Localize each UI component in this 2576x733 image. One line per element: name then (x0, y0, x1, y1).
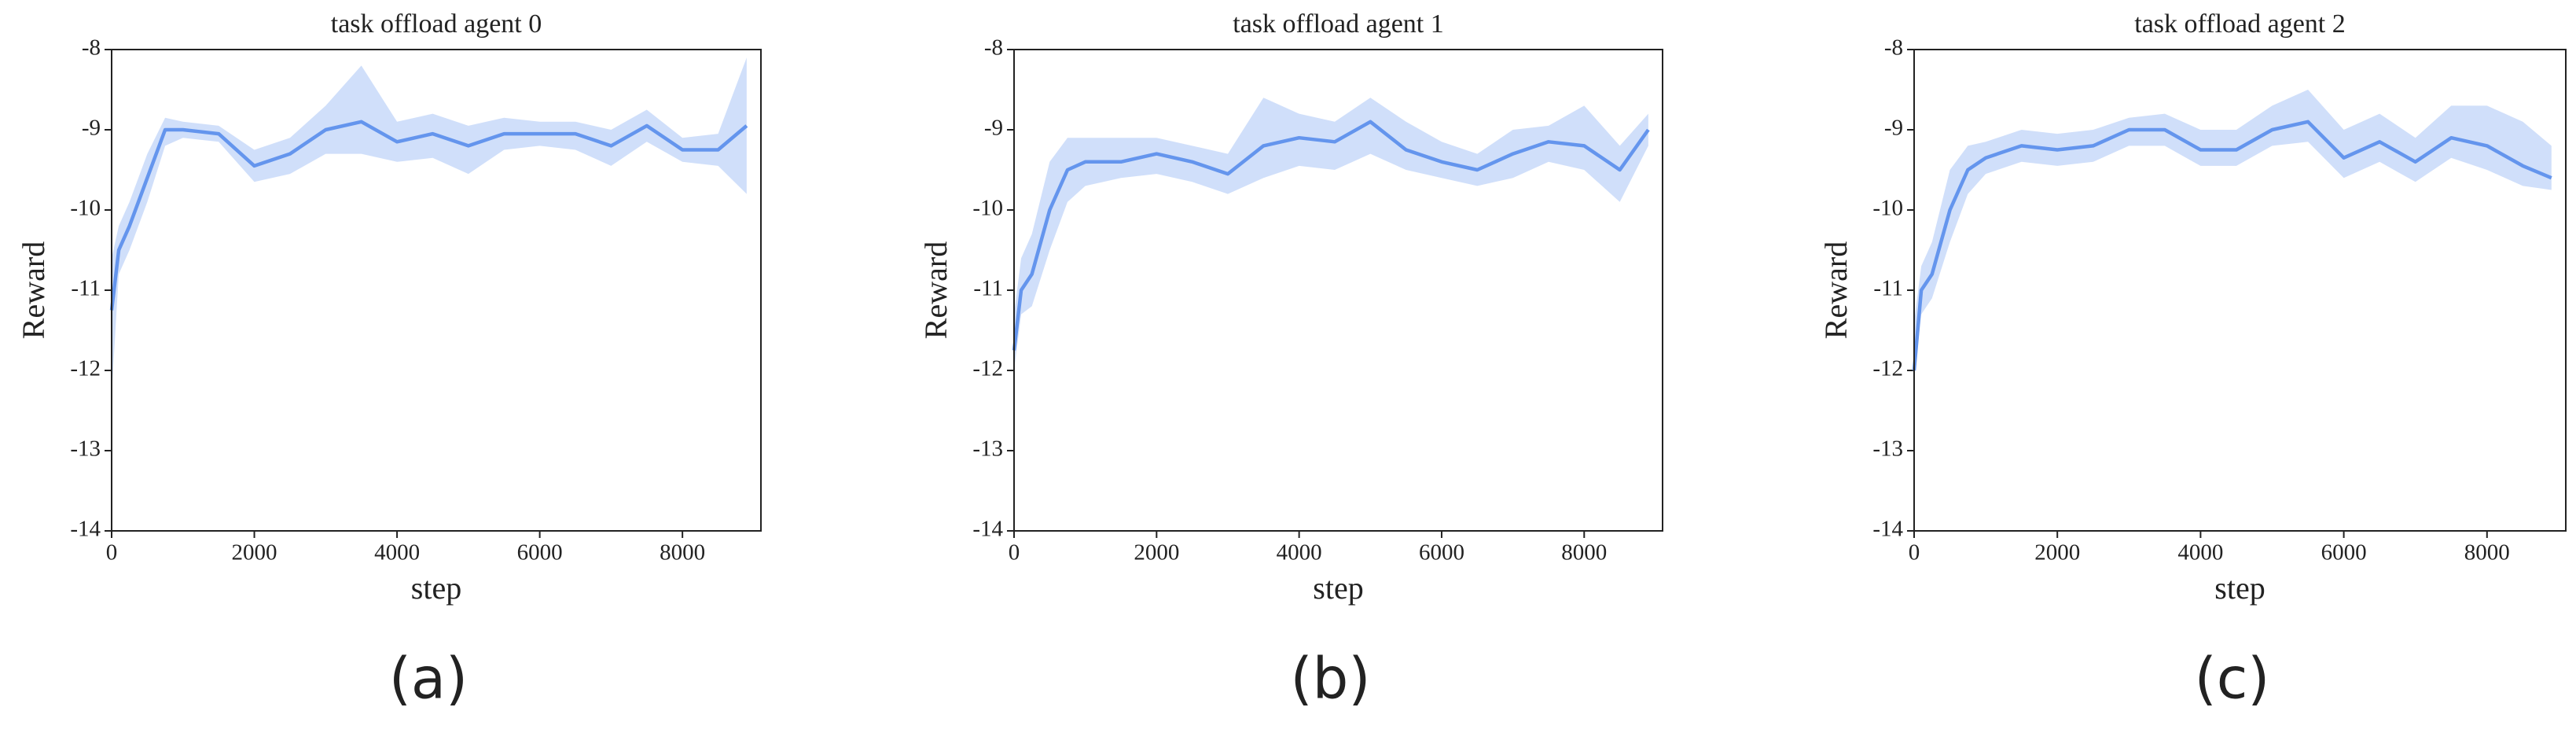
y-tick-label: -11 (1873, 276, 1903, 301)
x-tick-label: 0 (1909, 540, 1920, 565)
y-tick-label: -11 (973, 276, 1003, 301)
x-tick-label: 0 (106, 540, 118, 565)
plot-frame (111, 49, 762, 532)
panel-caption: (c) (2195, 646, 2270, 712)
y-tick-label: -12 (972, 356, 1003, 381)
y-tick-label: -9 (984, 116, 1003, 141)
panel-caption: (b) (1291, 646, 1371, 712)
y-tick-label: -9 (1884, 116, 1903, 141)
x-tick-label: 2000 (232, 540, 277, 565)
y-tick-label: -13 (1872, 436, 1903, 462)
x-tick-label: 4000 (1277, 540, 1322, 565)
y-tick-label: -13 (70, 436, 101, 462)
x-tick-label: 8000 (2464, 540, 2510, 565)
y-tick-label: -8 (82, 35, 101, 61)
line (1012, 120, 1650, 351)
line (1912, 120, 2552, 371)
y-tick-label: -14 (972, 517, 1003, 542)
plot-frame (1013, 49, 1663, 532)
panel-caption: (a) (389, 646, 468, 712)
x-tick-label: 0 (1009, 540, 1020, 565)
x-axis-label: step (2214, 570, 2265, 606)
x-tick-label: 6000 (517, 540, 563, 565)
plot-frame (1913, 49, 2567, 532)
chart-title: task offload agent 0 (331, 9, 542, 39)
y-tick-label: -10 (972, 196, 1003, 221)
x-tick-label: 2000 (2034, 540, 2080, 565)
y-tick-label: -13 (972, 436, 1003, 462)
x-tick-label: 6000 (1419, 540, 1464, 565)
x-tick-label: 4000 (2177, 540, 2223, 565)
y-tick-label: -10 (1872, 196, 1903, 221)
x-tick-label: 4000 (374, 540, 420, 565)
y-tick-label: -14 (1872, 517, 1903, 542)
y-tick-label: -8 (984, 35, 1003, 61)
x-tick-label: 8000 (660, 540, 705, 565)
x-tick-label: 6000 (2321, 540, 2367, 565)
x-tick-label: 8000 (1561, 540, 1607, 565)
y-tick-label: -11 (71, 276, 101, 301)
chart-title: task offload agent 2 (2134, 9, 2345, 39)
y-axis-label: Reward (918, 241, 954, 339)
line (109, 120, 748, 311)
y-tick-label: -10 (70, 196, 101, 221)
y-tick-label: -12 (70, 356, 101, 381)
y-tick-label: -9 (82, 116, 101, 141)
chart-title: task offload agent 1 (1233, 9, 1443, 39)
confidence-band (112, 57, 747, 395)
y-axis-label: Reward (1818, 241, 1854, 339)
y-axis-label: Reward (16, 241, 51, 339)
x-axis-label: step (411, 570, 461, 606)
y-tick-label: -12 (1872, 356, 1903, 381)
y-tick-label: -14 (70, 517, 101, 542)
confidence-band (1014, 98, 1648, 370)
x-axis-label: step (1313, 570, 1363, 606)
x-tick-label: 2000 (1134, 540, 1179, 565)
y-tick-label: -8 (1884, 35, 1903, 61)
confidence-band (1914, 90, 2552, 379)
